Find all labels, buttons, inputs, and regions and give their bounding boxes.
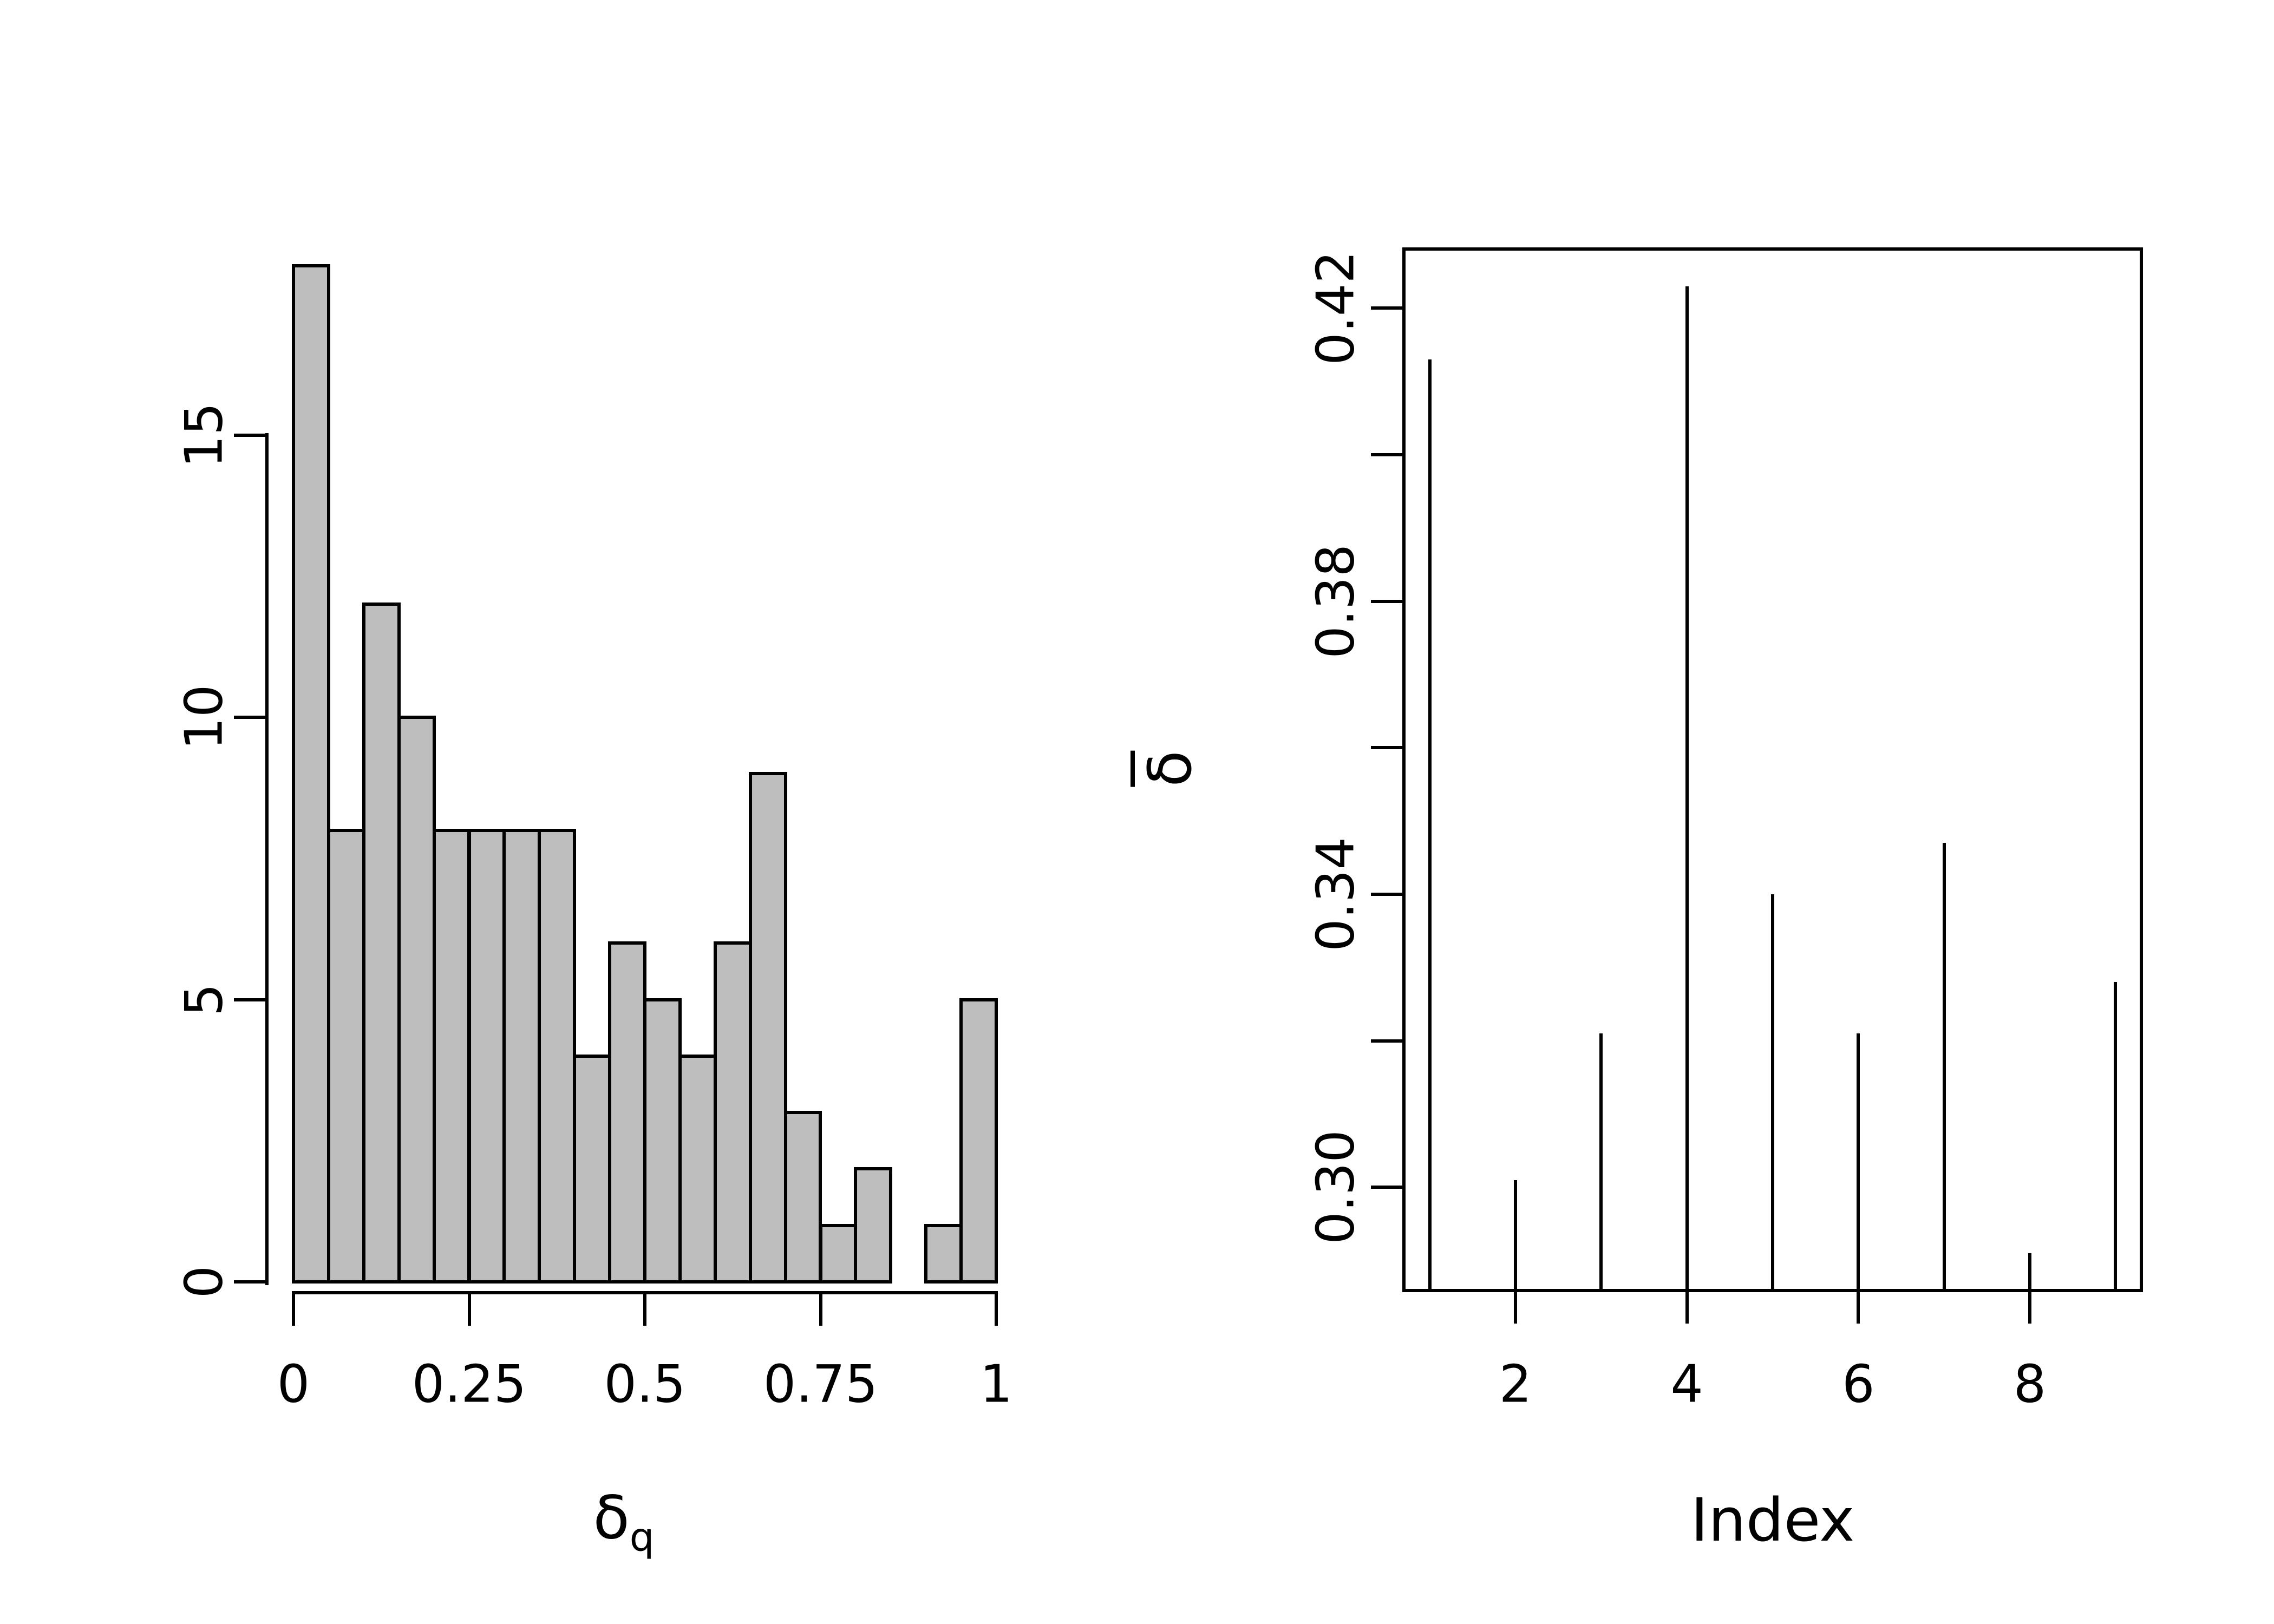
spike-y-tick [1371,453,1402,457]
hist-x-tick [819,1294,822,1326]
histogram-bar [643,998,682,1284]
spike-x-tick-label: 6 [1842,1354,1875,1415]
histogram-bar [748,772,787,1284]
spike-y-tick [1371,306,1402,310]
spike-y-tick [1371,1186,1402,1189]
hist-y-tick [234,433,265,437]
spike-y-tick [1371,746,1402,750]
spike-line [1599,1033,1603,1289]
spike-y-tick [1371,1039,1402,1043]
histogram-bar [326,828,365,1284]
hist-x-tick [995,1294,998,1326]
spike-x-tick [1514,1292,1517,1324]
hist-x-tick [643,1294,646,1326]
spike-y-tick-label: 0.34 [1306,837,1366,952]
spike-line [2114,982,2118,1289]
hist-y-tick [234,998,265,1001]
hist-y-tick-label: 10 [174,684,234,750]
hist-x-tick-label: 0.75 [763,1354,878,1415]
spike-x-tick [1857,1292,1860,1324]
histogram-bar [292,264,330,1284]
spike-line [1942,843,1946,1289]
spike-line [1857,1033,1860,1289]
spike-line [1514,1180,1517,1289]
spike-x-tick-label: 4 [1670,1354,1703,1415]
spike-y-tick-label: 0.38 [1306,543,1366,659]
hist-y-tick [234,716,265,719]
spike-plot-box [1402,247,2143,1292]
histogram-bar [854,1167,893,1284]
spike-x-tick-label: 8 [2013,1354,2047,1415]
hist-y-tick-label: 0 [174,1265,234,1299]
spike-line [1428,359,1432,1289]
histogram-bar [678,1054,717,1284]
hist-y-tick-label: 15 [174,402,234,468]
histogram-bar [713,941,752,1284]
hist-y-tick [234,1280,265,1284]
hist-x-tick [467,1294,471,1326]
histogram-bar [959,998,998,1284]
spike-x-tick [2028,1292,2031,1324]
hist-y-axis-line [265,433,269,1285]
hist-y-tick-label: 5 [174,983,234,1016]
histogram-bar [819,1223,858,1284]
spike-x-axis-title: Index [1690,1485,1855,1555]
spike-line [1771,894,1774,1289]
hist-x-tick-label: 0.5 [604,1354,686,1415]
histogram-bar [467,828,506,1284]
histogram-bar [783,1111,822,1284]
delta-symbol: δ [593,1483,630,1553]
spike-line [1685,286,1689,1289]
hist-x-tick-label: 1 [979,1354,1013,1415]
histogram-bar [397,716,436,1284]
spike-line [2028,1253,2031,1289]
spike-y-tick [1371,599,1402,603]
histogram-bar [538,828,577,1284]
hist-x-tick-label: 0 [277,1354,310,1415]
spike-y-tick-label: 0.30 [1306,1130,1366,1245]
delta-bar-symbol: δ [1131,750,1205,787]
hist-x-axis-title: δq [593,1488,654,1557]
delta-subscript-q: q [629,1514,655,1560]
spike-x-tick-label: 2 [1499,1354,1532,1415]
hist-x-tick [292,1294,295,1326]
histogram-bar [502,828,541,1284]
histogram-bar [432,828,471,1284]
spike-y-tick [1371,893,1402,896]
histogram-bar [362,603,401,1284]
spike-y-tick-label: 0.42 [1306,251,1366,366]
spike-y-axis-title: δ [1131,750,1205,787]
histogram-bar [924,1223,963,1284]
hist-x-tick-label: 0.25 [411,1354,527,1415]
spike-x-tick [1685,1292,1689,1324]
histogram-bar [608,941,646,1284]
histogram-bar [573,1054,612,1284]
hist-x-axis-line [292,1291,998,1294]
